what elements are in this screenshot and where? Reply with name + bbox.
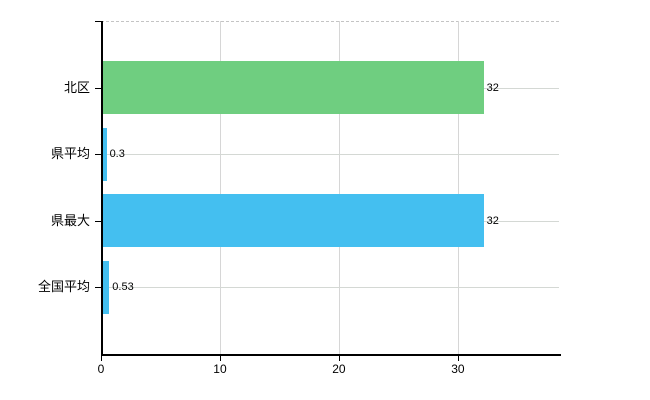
category-label: 北区 [63,79,90,95]
x-axis-tick [101,356,102,361]
gridline-v [338,21,340,354]
chart-border-top [101,21,559,22]
value-label: 0.53 [112,281,134,294]
value-label: 32 [486,81,499,94]
y-axis-line [101,21,103,356]
x-tick-label: 30 [451,362,465,376]
value-label: 32 [486,214,499,227]
y-axis-tick [95,87,101,89]
bar [103,260,110,314]
gridline-h [103,287,559,289]
category-label: 県平均 [50,146,90,162]
gridline-v [457,21,459,354]
gridline-h [103,154,559,156]
x-tick-label: 20 [332,362,346,376]
bar [103,61,484,115]
y-axis-tick [95,21,101,22]
bar [103,194,484,248]
x-axis-tick [219,356,221,361]
gridline-v [219,21,221,354]
y-axis-tick [95,154,101,156]
value-label: 0.3 [109,148,125,161]
bar [103,127,107,181]
x-axis-line [101,354,561,356]
x-tick-label: 10 [213,362,227,376]
x-axis-tick [457,356,459,361]
x-axis-tick [338,356,340,361]
y-axis-tick [95,287,101,289]
x-tick-label: 0 [97,362,105,376]
y-axis-tick [95,220,101,222]
category-label: 全国平均 [37,279,90,295]
category-label: 県最大 [50,212,90,228]
